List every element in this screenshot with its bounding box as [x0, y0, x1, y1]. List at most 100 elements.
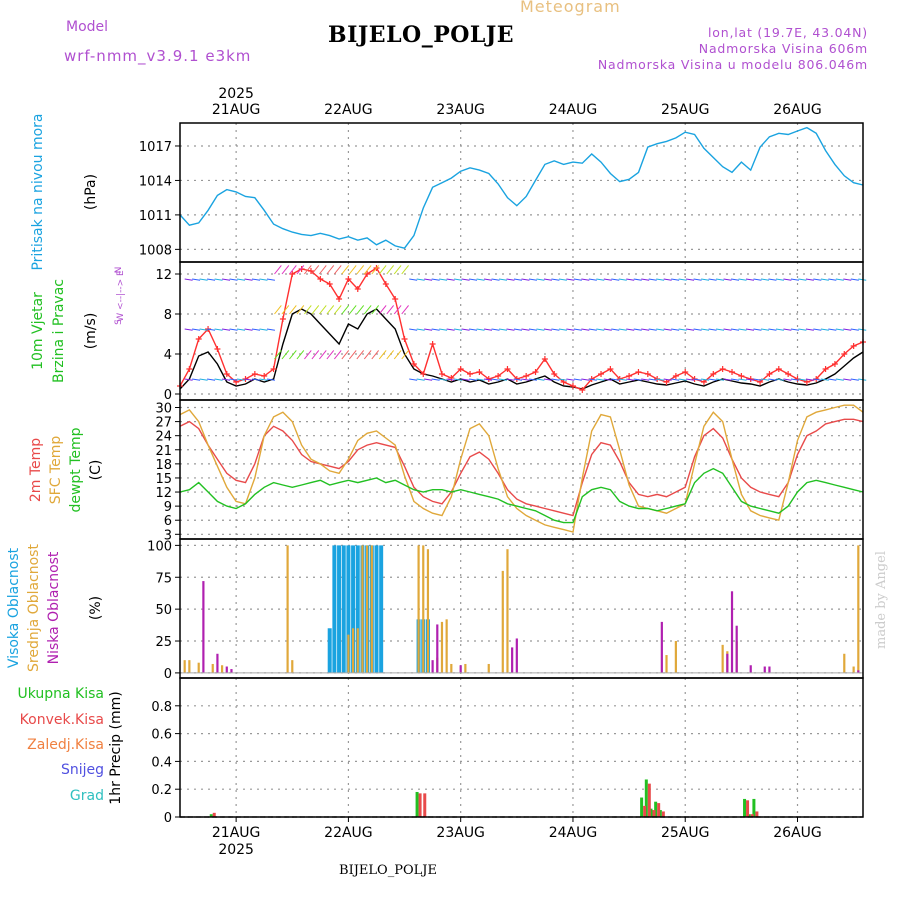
precipitation-bar	[746, 800, 750, 817]
wind-arrow	[386, 350, 395, 360]
clouds-bar	[515, 638, 518, 673]
clouds-bar	[366, 545, 369, 673]
wind-arrow	[476, 328, 485, 331]
wind-arrow	[753, 378, 762, 381]
wind-arrow	[813, 378, 822, 381]
y-tick-label: 24	[155, 430, 172, 445]
wind-arrow	[386, 305, 395, 315]
footer-station: BIJELO_POLJE	[339, 863, 437, 878]
wind-arrow	[551, 328, 560, 331]
clouds-bar	[730, 591, 734, 673]
cloud-title-high: Visoka Oblacnost	[6, 547, 22, 668]
gust-marker	[766, 371, 773, 377]
gust-marker	[672, 373, 679, 379]
gust-marker	[261, 373, 268, 379]
clouds-bar	[327, 628, 332, 673]
wind-arrow	[581, 378, 590, 381]
wind-arrow	[513, 328, 522, 331]
temperature-frame	[179, 399, 864, 540]
data-layer	[177, 126, 867, 818]
clouds-bar	[501, 570, 504, 673]
app-title: Meteogram	[520, 0, 621, 16]
wind-arrow	[588, 328, 597, 331]
clouds-bar	[726, 653, 729, 673]
wind-arrow	[439, 278, 448, 281]
wind-arrow	[701, 328, 710, 331]
wind-arrow	[461, 378, 470, 381]
y-tick-label: 100	[147, 539, 172, 554]
wind-arrow	[446, 278, 455, 281]
wind-arrow	[274, 305, 282, 315]
elevation-text: Nadmorska Visina 606m	[698, 41, 868, 56]
wind-arrow	[296, 265, 305, 275]
wind-arrow	[356, 305, 365, 315]
compass-south: S	[114, 319, 124, 325]
gust-marker	[841, 351, 848, 357]
wind-arrow	[828, 328, 837, 331]
wind-arrow	[783, 378, 792, 381]
gust-marker	[831, 361, 838, 367]
gust-marker	[392, 296, 399, 302]
wind-arrow	[469, 278, 478, 281]
clouds-bar	[450, 663, 453, 673]
page-title: BIJELO_POLJE	[328, 22, 515, 48]
clouds-bar	[857, 545, 860, 673]
gust-marker	[850, 343, 857, 349]
wind-arrow	[513, 278, 522, 281]
wind-arrow	[611, 378, 620, 381]
wind-arrow	[626, 378, 635, 381]
wind-arrow	[745, 278, 755, 281]
wind-arrow	[304, 265, 312, 275]
clouds-bar	[351, 628, 355, 673]
wind-arrow	[311, 265, 320, 275]
wind-arrow	[259, 328, 268, 331]
clouds-bar	[445, 619, 448, 673]
wind-arrow	[326, 305, 335, 315]
precipitation-bar	[643, 805, 647, 817]
wind-arrow	[820, 328, 829, 331]
gust-marker	[364, 271, 371, 277]
wind-arrow	[506, 328, 515, 331]
wind-arrow	[311, 305, 320, 315]
wind-arrow	[656, 378, 665, 381]
wind-arrow	[820, 378, 829, 381]
wind-arrow	[603, 378, 612, 381]
wind-arrow	[416, 328, 425, 331]
wind-arrow	[663, 328, 672, 331]
wind-arrow	[633, 378, 642, 381]
gust-marker	[354, 286, 361, 292]
y-tick-label: 30	[155, 402, 172, 417]
gust-marker	[682, 369, 689, 375]
wind-arrow	[731, 278, 740, 281]
wind-arrow	[603, 278, 612, 281]
clouds-bar	[351, 545, 356, 673]
wind-arrow	[363, 305, 372, 315]
gust-marker	[307, 268, 314, 274]
wind-arrow	[484, 378, 493, 381]
wind-arrow	[708, 328, 717, 331]
gust-marker	[476, 369, 483, 375]
wind-arrow	[311, 350, 320, 360]
clouds-bar	[341, 545, 346, 673]
wind-arrow	[528, 278, 537, 281]
text-layer: 1008101110141017048123691215182124273002…	[6, 86, 889, 878]
wind-arrow	[222, 278, 231, 281]
y-tick-label: 25	[155, 635, 172, 650]
gust-marker	[336, 296, 343, 302]
gust-marker	[775, 366, 782, 372]
wind-arrow	[805, 378, 814, 381]
clouds-bar	[768, 666, 771, 673]
wind-arrow	[738, 278, 747, 281]
wind-arrow	[491, 328, 500, 331]
wind-arrow	[790, 378, 799, 381]
wind-arrow	[371, 350, 380, 360]
y-tick-label: 15	[155, 472, 172, 487]
wind-arrow	[558, 378, 567, 381]
wind-arrow	[274, 350, 282, 360]
wind-arrow	[341, 305, 350, 315]
wind-arrow	[641, 328, 650, 331]
gust-marker	[729, 369, 736, 375]
wind-arrow	[633, 278, 642, 281]
wind-arrow	[663, 378, 672, 381]
precipitation-bar	[209, 814, 213, 817]
